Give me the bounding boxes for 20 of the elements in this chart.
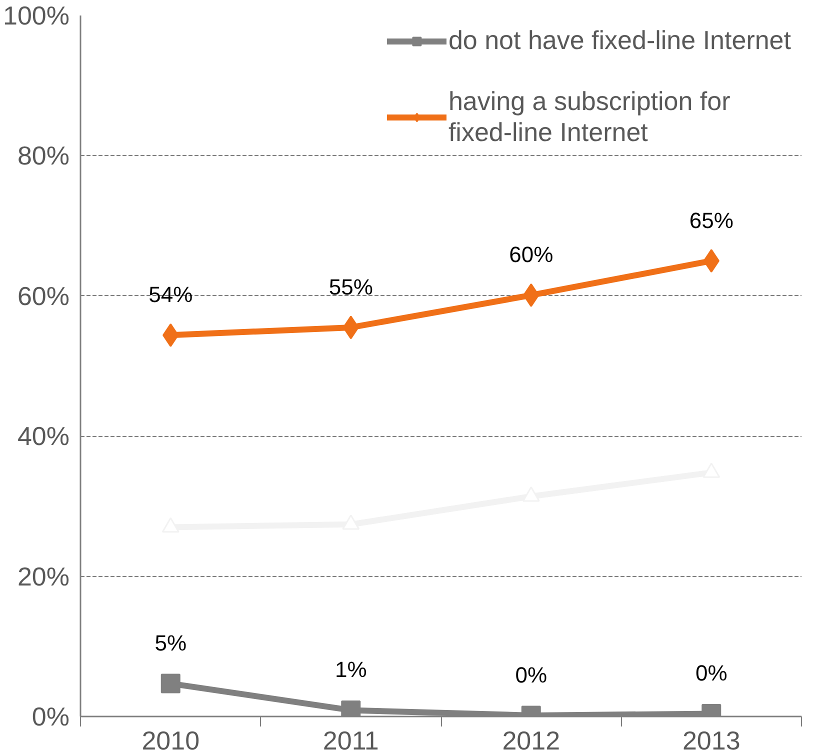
data-label: 54% xyxy=(148,282,193,308)
y-tick-label: 40% xyxy=(17,421,70,452)
y-tick-label: 80% xyxy=(17,140,70,171)
legend-label: do not have fixed-line Internet xyxy=(448,25,791,56)
x-tick-label: 2013 xyxy=(682,726,740,752)
legend-label: having a subscription for fixed-line Internet xyxy=(448,86,730,148)
x-tick-label: 2010 xyxy=(142,726,200,752)
y-tick-label: 0% xyxy=(32,702,70,732)
data-label: 60% xyxy=(509,242,554,268)
data-label: 55% xyxy=(328,274,373,300)
data-label: 65% xyxy=(689,208,734,233)
x-tick-label: 2011 xyxy=(322,726,379,752)
data-label: 5% xyxy=(154,630,187,656)
data-label: 1% xyxy=(334,657,367,682)
x-tick-label: 2012 xyxy=(502,726,560,752)
data-label: 0% xyxy=(695,660,728,686)
y-tick-label: 20% xyxy=(17,561,70,592)
y-tick-label: 60% xyxy=(17,280,70,311)
data-label: 0% xyxy=(515,662,548,688)
y-tick-label: 100% xyxy=(3,0,70,30)
